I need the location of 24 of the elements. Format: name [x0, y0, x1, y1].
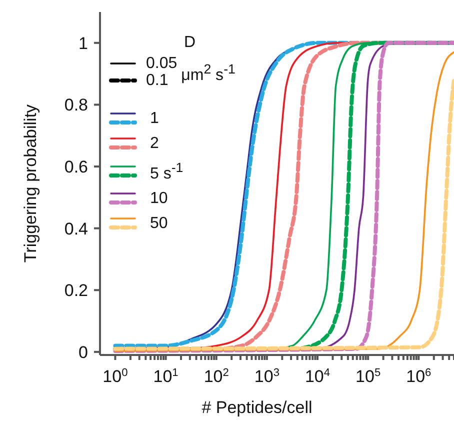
legend-label: 10 [150, 190, 168, 207]
x-tick-label: 10$^{2}$ [204, 367, 229, 386]
y-tick-label: 0.2 [64, 281, 88, 300]
x-tick-label: 10$^{5}$ [356, 367, 381, 386]
annotation: 0.05 [146, 55, 178, 72]
legend-label: 2 [150, 134, 159, 152]
x-tick-label: 10$^{6}$ [406, 367, 432, 386]
y-tick-label: 0 [78, 342, 88, 362]
x-tick-label: 10$^{3}$ [254, 367, 280, 386]
annotation: μm$^{2}$ s$^{-1}$ [181, 61, 236, 84]
legend-label: 50 [150, 214, 168, 232]
annotation: 0.1 [146, 72, 168, 89]
y-tick-label: 0.8 [64, 96, 88, 115]
x-tick-label: 10$^{0}$ [102, 367, 128, 386]
x-tick-label: 10$^{4}$ [304, 367, 330, 386]
legend-label: 1 [150, 110, 159, 126]
x-tick-label: 10$^{1}$ [153, 367, 178, 386]
y-axis-title: Triggering probability [21, 104, 40, 263]
y-tick-label: 0.6 [64, 158, 88, 177]
y-tick-label: 0.4 [64, 219, 88, 238]
legend-title: D [184, 34, 196, 51]
x-axis-title: # Peptides/cell [202, 398, 312, 417]
y-tick-label: 1 [78, 34, 88, 53]
legend-label: 5 s$^{-1}$ [150, 159, 184, 182]
